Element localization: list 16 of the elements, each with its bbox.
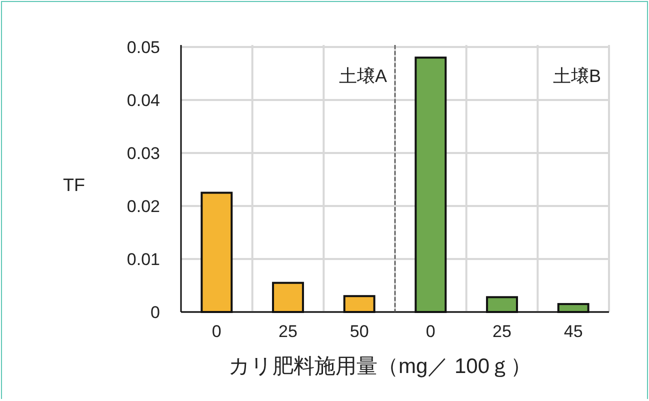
x-tick-label: 0 bbox=[426, 322, 436, 341]
x-tick-label: 50 bbox=[350, 322, 369, 341]
x-tick-label: 25 bbox=[278, 322, 298, 341]
annotation: 土壌A bbox=[338, 66, 387, 86]
y-tick-label: 0.02 bbox=[126, 197, 160, 216]
annotation: 土壌B bbox=[552, 66, 601, 86]
x-axis-title: カリ肥料施用量（mg／ 100ｇ） bbox=[228, 355, 532, 378]
x-tick-label: 45 bbox=[564, 322, 583, 341]
x-tick-label: 0 bbox=[212, 322, 222, 341]
y-axis-title: TF bbox=[63, 175, 85, 195]
y-tick-label: 0 bbox=[150, 303, 160, 322]
y-tick-label: 0.05 bbox=[126, 38, 160, 57]
y-tick-label: 0.03 bbox=[126, 144, 160, 163]
x-tick-label: 25 bbox=[492, 322, 512, 341]
y-tick-label: 0.04 bbox=[126, 91, 160, 110]
y-tick-label: 0.01 bbox=[126, 250, 160, 269]
